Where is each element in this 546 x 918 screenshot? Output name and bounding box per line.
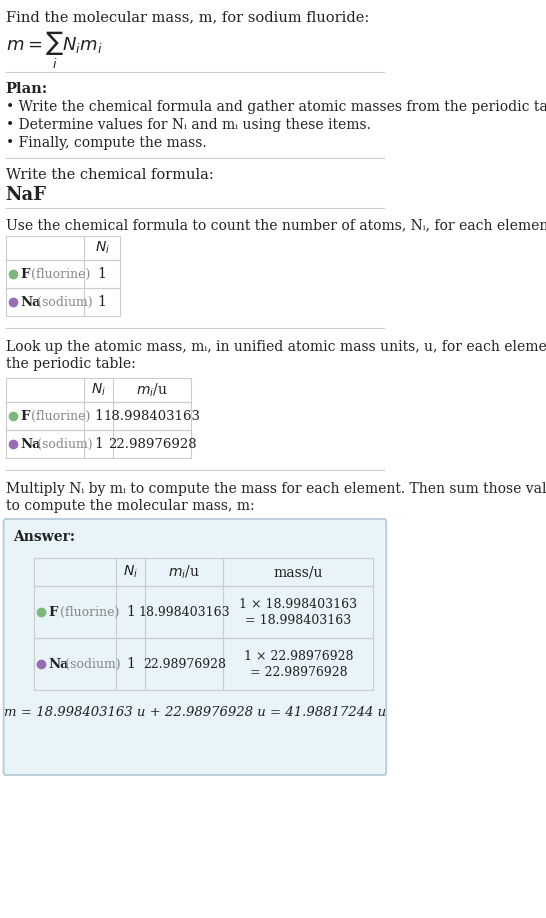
FancyBboxPatch shape bbox=[4, 519, 386, 775]
Bar bbox=[34, 586, 373, 638]
Bar bbox=[5, 260, 120, 288]
Text: F: F bbox=[49, 606, 58, 619]
Bar bbox=[34, 558, 373, 586]
Text: 1: 1 bbox=[94, 409, 103, 423]
Bar bbox=[5, 402, 191, 430]
Text: 1 × 22.98976928: 1 × 22.98976928 bbox=[244, 650, 353, 663]
Text: 22.98976928: 22.98976928 bbox=[108, 438, 197, 451]
Text: to compute the molecular mass, m:: to compute the molecular mass, m: bbox=[5, 499, 254, 513]
Bar bbox=[34, 638, 373, 690]
Text: Multiply Nᵢ by mᵢ to compute the mass for each element. Then sum those values: Multiply Nᵢ by mᵢ to compute the mass fo… bbox=[5, 482, 546, 496]
Bar bbox=[5, 288, 120, 316]
Text: mass/u: mass/u bbox=[274, 565, 323, 579]
Text: • Finally, compute the mass.: • Finally, compute the mass. bbox=[5, 136, 206, 150]
Text: Write the chemical formula:: Write the chemical formula: bbox=[5, 168, 213, 182]
Text: 18.998403163: 18.998403163 bbox=[104, 409, 200, 422]
Bar bbox=[5, 378, 191, 402]
Text: (sodium): (sodium) bbox=[61, 657, 121, 670]
Text: $N_i$: $N_i$ bbox=[94, 240, 110, 256]
Text: 1: 1 bbox=[94, 437, 103, 451]
Text: 1: 1 bbox=[126, 657, 135, 671]
Text: (fluorine): (fluorine) bbox=[27, 409, 91, 422]
Bar bbox=[5, 236, 120, 260]
Text: Na: Na bbox=[49, 657, 69, 670]
Text: • Write the chemical formula and gather atomic masses from the periodic table.: • Write the chemical formula and gather … bbox=[5, 100, 546, 114]
Text: = 22.98976928: = 22.98976928 bbox=[250, 666, 347, 679]
Text: (sodium): (sodium) bbox=[33, 438, 92, 451]
Text: $m = \sum_i N_i m_i$: $m = \sum_i N_i m_i$ bbox=[5, 30, 102, 72]
Text: $m_i$/u: $m_i$/u bbox=[136, 381, 168, 398]
Text: the periodic table:: the periodic table: bbox=[5, 357, 135, 371]
Text: Plan:: Plan: bbox=[5, 82, 48, 96]
Text: F: F bbox=[20, 409, 29, 422]
Text: 1: 1 bbox=[98, 267, 106, 281]
Text: (fluorine): (fluorine) bbox=[56, 606, 119, 619]
Text: Na: Na bbox=[20, 296, 40, 308]
Text: $N_i$: $N_i$ bbox=[123, 564, 138, 580]
Text: = 18.998403163: = 18.998403163 bbox=[245, 614, 352, 628]
Text: F: F bbox=[20, 267, 29, 281]
Text: 1: 1 bbox=[98, 295, 106, 309]
Text: 1 × 18.998403163: 1 × 18.998403163 bbox=[239, 598, 358, 610]
Text: (fluorine): (fluorine) bbox=[27, 267, 91, 281]
Text: 1: 1 bbox=[126, 605, 135, 619]
Text: • Determine values for Nᵢ and mᵢ using these items.: • Determine values for Nᵢ and mᵢ using t… bbox=[5, 118, 371, 132]
Text: m = 18.998403163 u + 22.98976928 u = 41.98817244 u: m = 18.998403163 u + 22.98976928 u = 41.… bbox=[4, 706, 386, 719]
Text: 22.98976928: 22.98976928 bbox=[143, 657, 225, 670]
Text: Look up the atomic mass, mᵢ, in unified atomic mass units, u, for each element i: Look up the atomic mass, mᵢ, in unified … bbox=[5, 340, 546, 354]
Text: 18.998403163: 18.998403163 bbox=[138, 606, 230, 619]
Text: NaF: NaF bbox=[5, 186, 47, 204]
Text: $N_i$: $N_i$ bbox=[91, 382, 106, 398]
Text: Na: Na bbox=[20, 438, 40, 451]
Text: Find the molecular mass, m, for sodium fluoride:: Find the molecular mass, m, for sodium f… bbox=[5, 10, 369, 24]
Text: (sodium): (sodium) bbox=[33, 296, 92, 308]
Text: Use the chemical formula to count the number of atoms, Nᵢ, for each element:: Use the chemical formula to count the nu… bbox=[5, 218, 546, 232]
Text: Answer:: Answer: bbox=[13, 530, 75, 544]
Bar bbox=[5, 430, 191, 458]
Text: $m_i$/u: $m_i$/u bbox=[168, 564, 200, 581]
